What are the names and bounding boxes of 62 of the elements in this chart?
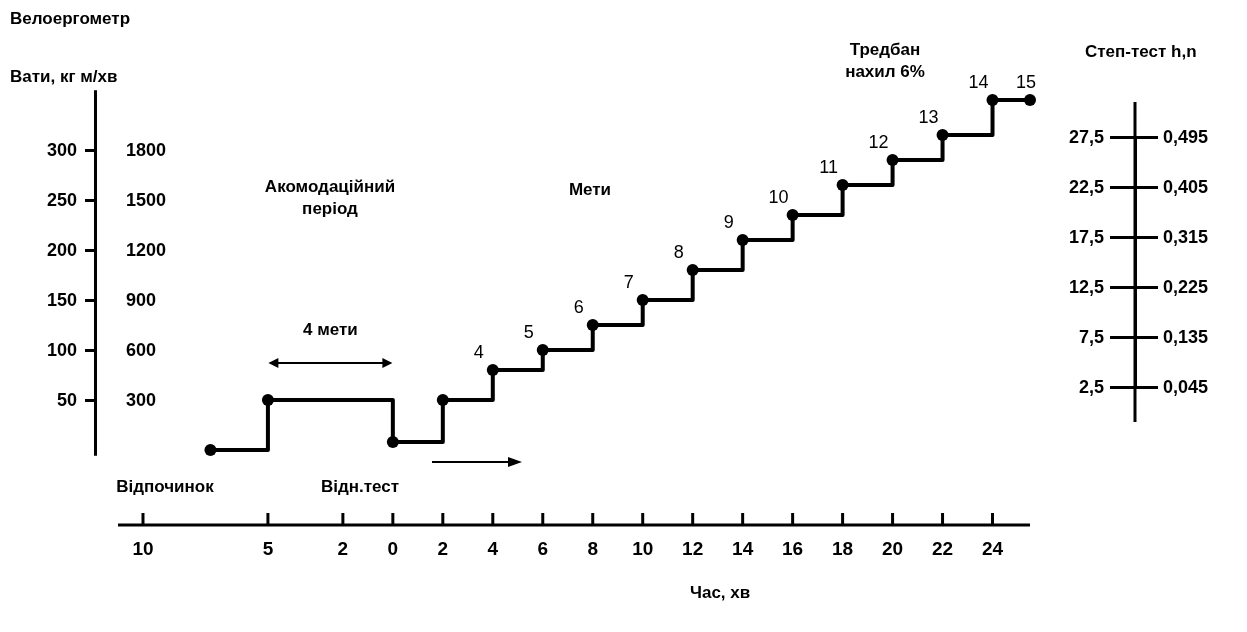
y2-tick-label: 1500 — [126, 190, 167, 211]
x-tick-label: 12 — [682, 538, 704, 559]
x-tick-label: 20 — [882, 538, 904, 559]
y3-tick-label: 22,5 — [1068, 177, 1104, 198]
x-tick-label: 22 — [931, 538, 954, 559]
y-tick-label: 150 — [46, 290, 77, 311]
annotation: 12 — [868, 132, 889, 152]
x-tick-label: 5 — [262, 538, 274, 559]
annotation: 9 — [723, 212, 734, 232]
y-tick-label: 200 — [46, 240, 77, 261]
y2-tick-label: 1200 — [126, 240, 167, 261]
y3-tick-label: 12,5 — [1068, 277, 1104, 298]
x-tick-label: 16 — [782, 538, 804, 559]
y2-tick-label: 900 — [126, 290, 157, 311]
x-tick-label: 18 — [832, 538, 854, 559]
x-tick-label: 8 — [587, 538, 599, 559]
annotation: 5 — [523, 322, 534, 342]
y3-axis-title: Степ-тест h,n — [1085, 42, 1197, 61]
x-tick-label: 4 — [487, 538, 499, 559]
annotation: 4 мети — [303, 320, 358, 339]
text: 0,315 — [1163, 227, 1209, 248]
text: 0,135 — [1163, 327, 1209, 348]
annotation: 8 — [673, 242, 684, 262]
x-axis-title: Час, хв — [690, 583, 751, 602]
x-tick-label: 2 — [337, 538, 349, 559]
y2-tick-label: 300 — [126, 390, 157, 411]
chart-title: Велоергометр — [10, 9, 131, 28]
y-tick-label: 100 — [46, 340, 77, 361]
x-tick-label: 14 — [732, 538, 754, 559]
text: Відпочинок — [116, 477, 215, 496]
text: 0,405 — [1163, 177, 1209, 198]
y3-tick-label: 27,5 — [1068, 127, 1104, 148]
text: Тредбан нахил 6% — [845, 40, 925, 81]
text: 0,495 — [1163, 127, 1209, 148]
y3-tick-label: 17,5 — [1068, 227, 1104, 248]
y-axis-title: Вати, кг м/хв — [10, 67, 118, 86]
text: 0,045 — [1163, 377, 1209, 398]
annotation: Акомодаційний період — [264, 177, 396, 218]
y3-tick-label: 7,5 — [1078, 327, 1104, 348]
annotation: 10 — [768, 187, 789, 207]
x-tick-label: 0 — [387, 538, 399, 559]
annotation: 15 — [1015, 72, 1037, 92]
annotation: 11 — [819, 157, 838, 177]
y-tick-label: 50 — [56, 390, 77, 411]
y-tick-label: 300 — [46, 140, 77, 161]
x-tick-label: 10 — [132, 538, 154, 559]
annotation: 14 — [968, 72, 989, 92]
annotation: 4 — [473, 342, 484, 362]
x-tick-label: 10 — [632, 538, 654, 559]
text: Відн.тест — [320, 477, 400, 496]
text: 0,225 — [1163, 277, 1209, 298]
annotation: 6 — [573, 297, 584, 317]
x-tick-label: 24 — [981, 538, 1004, 559]
annotation: 7 — [623, 272, 634, 292]
annotation: Мети — [568, 180, 612, 199]
x-tick-label: 6 — [537, 538, 549, 559]
y3-tick-label: 2,5 — [1078, 377, 1104, 398]
y2-tick-label: 600 — [126, 340, 157, 361]
y-tick-label: 250 — [46, 190, 77, 211]
y2-tick-label: 1800 — [126, 140, 167, 161]
annotation: 13 — [918, 107, 939, 127]
x-tick-label: 2 — [437, 538, 449, 559]
